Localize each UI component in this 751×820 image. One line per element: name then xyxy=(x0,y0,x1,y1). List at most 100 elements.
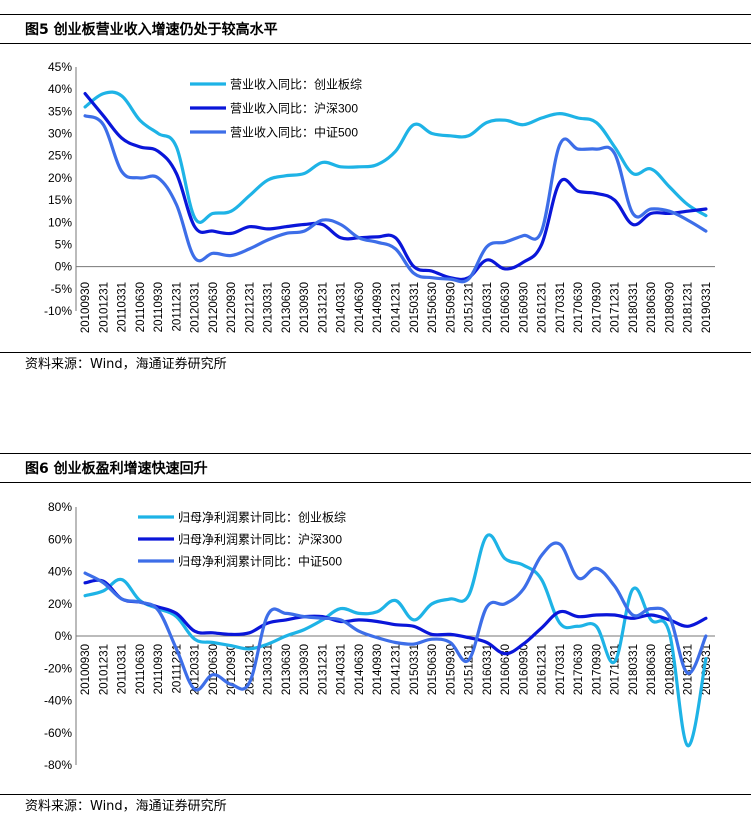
revenue-growth-chart: 45% 40% 35% 30% 25% 20% 15% 10% 5% 0% -5% -10% 20100… xyxy=(44,60,715,333)
x-tick-label: 20170930 xyxy=(591,644,603,695)
x-tick-label: 20171231 xyxy=(610,644,622,695)
y-tick-label: -5% xyxy=(51,282,73,296)
x-tick-label: 20121231 xyxy=(244,644,256,695)
x-tick-label: 20101231 xyxy=(98,282,110,333)
x-tick-label: 20131231 xyxy=(318,282,330,333)
x-tick-label: 20120331 xyxy=(190,644,202,695)
x-tick-label: 20170331 xyxy=(555,282,567,333)
x-tick-label: 20140930 xyxy=(372,644,384,695)
x-tick-label: 20190331 xyxy=(701,282,713,333)
x-tick-label: 20190331 xyxy=(701,644,713,695)
x-tick-label: 20130331 xyxy=(263,644,275,695)
y-tick-label: -10% xyxy=(44,304,72,318)
legend-label: 归母净利润累计同比：沪深300 xyxy=(178,533,342,547)
figure-6-title: 图6 创业板盈利增速快速回升 xyxy=(0,453,751,483)
y-tick-label: 35% xyxy=(48,104,72,118)
y-tick-label: 45% xyxy=(48,60,72,74)
x-tick-label: 20110930 xyxy=(153,644,165,694)
series-line-3 xyxy=(83,541,708,692)
series-line-3 xyxy=(83,114,708,284)
x-tick-label: 20160331 xyxy=(482,282,494,333)
x-tick-label: 20180630 xyxy=(646,644,658,695)
x-tick-label: 20100930 xyxy=(80,282,92,333)
x-tick-label: 20120331 xyxy=(190,282,202,333)
x-tick-label: 20130630 xyxy=(281,644,293,695)
x-tick-label: 20150630 xyxy=(427,644,439,695)
x-tick-label: 20170930 xyxy=(591,282,603,333)
y-tick-label: 0% xyxy=(55,260,73,274)
x-tick-label: 20120930 xyxy=(226,282,238,333)
x-tick-label: 20130630 xyxy=(281,282,293,333)
x-tick-label: 20120630 xyxy=(208,644,220,695)
x-tick-label: 20131231 xyxy=(318,644,330,695)
y-tick-label: 25% xyxy=(48,149,72,163)
legend-label: 营业收入同比：沪深300 xyxy=(230,102,358,116)
x-tick-label: 20161231 xyxy=(537,282,549,333)
x-tick-label: 20110630 xyxy=(135,282,147,332)
x-tick-label: 20110331 xyxy=(117,644,129,694)
x-tick-label: 20150930 xyxy=(445,644,457,695)
y-tick-label: 15% xyxy=(48,193,72,207)
x-tick-label: 20150630 xyxy=(427,282,439,333)
y-tick-label: 0% xyxy=(55,629,73,643)
x-tick-label: 20140331 xyxy=(336,282,348,333)
series-line-2 xyxy=(83,578,708,656)
x-tick-label: 20180630 xyxy=(646,282,658,333)
series-line-2 xyxy=(83,92,708,282)
x-tick-label: 20150930 xyxy=(445,282,457,333)
x-tick-label: 20150331 xyxy=(409,282,421,333)
legend-label: 归母净利润累计同比：中证500 xyxy=(178,554,342,569)
x-tick-label: 20111231 xyxy=(171,282,183,331)
x-tick-label: 20101231 xyxy=(98,644,110,695)
x-tick-label: 20160930 xyxy=(518,282,530,333)
y-tick-label: 60% xyxy=(48,532,72,546)
x-tick-label: 20170630 xyxy=(573,644,585,695)
x-tick-label: 20141231 xyxy=(391,282,403,333)
x-tick-label: 20151231 xyxy=(464,644,476,695)
x-tick-label: 20160630 xyxy=(500,644,512,695)
y-tick-label: 40% xyxy=(48,565,72,579)
x-tick-label: 20151231 xyxy=(464,282,476,333)
y-tick-label: 80% xyxy=(48,500,72,514)
y-tick-label: 20% xyxy=(48,597,72,611)
x-tick-label: 20160930 xyxy=(518,644,530,695)
legend-label: 营业收入同比：中证500 xyxy=(230,125,358,140)
x-tick-label: 20171231 xyxy=(610,282,622,333)
y-tick-label: -40% xyxy=(44,694,72,708)
y-tick-label: 30% xyxy=(48,127,72,141)
y-tick-label: 5% xyxy=(55,237,73,251)
figure-5-title: 图5 创业板营业收入增速仍处于较高水平 xyxy=(0,14,751,44)
x-tick-label: 20170331 xyxy=(555,644,567,695)
legend-label: 归母净利润累计同比：创业板综 xyxy=(178,511,346,525)
y-tick-label: -60% xyxy=(44,726,72,740)
y-tick-label: 10% xyxy=(48,215,72,229)
x-tick-label: 20140930 xyxy=(372,282,384,333)
x-tick-label: 20160630 xyxy=(500,282,512,333)
x-tick-label: 20180331 xyxy=(628,282,640,333)
x-tick-label: 20170630 xyxy=(573,282,585,333)
x-tick-label: 20130331 xyxy=(263,282,275,333)
figure-5-source: 资料来源：Wind，海通证券研究所 xyxy=(0,352,751,376)
y-tick-label: -80% xyxy=(44,758,72,772)
x-tick-label: 20150331 xyxy=(409,644,421,695)
x-tick-label: 20160331 xyxy=(482,644,494,695)
x-tick-label: 20110331 xyxy=(117,282,129,332)
x-tick-label: 20121231 xyxy=(244,282,256,333)
x-tick-label: 20181231 xyxy=(683,282,695,333)
y-tick-label: -20% xyxy=(44,661,72,675)
profit-growth-chart: 80% 60% 40% 20% 0% -20% -40% -60% -80% 20100930 20… xyxy=(44,500,715,772)
x-tick-label: 20180930 xyxy=(664,282,676,333)
x-tick-label: 20110930 xyxy=(153,282,165,332)
x-tick-label: 20140630 xyxy=(354,282,366,333)
y-tick-label: 20% xyxy=(48,171,72,185)
series-line-1 xyxy=(83,90,708,224)
x-tick-label: 20130930 xyxy=(299,282,311,333)
x-tick-label: 20180331 xyxy=(628,644,640,695)
figure-6-source: 资料来源：Wind，海通证券研究所 xyxy=(0,794,751,818)
x-tick-label: 20141231 xyxy=(391,644,403,695)
x-tick-label: 20110630 xyxy=(135,644,147,694)
x-tick-label: 20181231 xyxy=(683,644,695,695)
x-tick-label: 20140630 xyxy=(354,644,366,695)
series-line-1 xyxy=(83,533,708,748)
x-tick-label: 20120630 xyxy=(208,282,220,333)
